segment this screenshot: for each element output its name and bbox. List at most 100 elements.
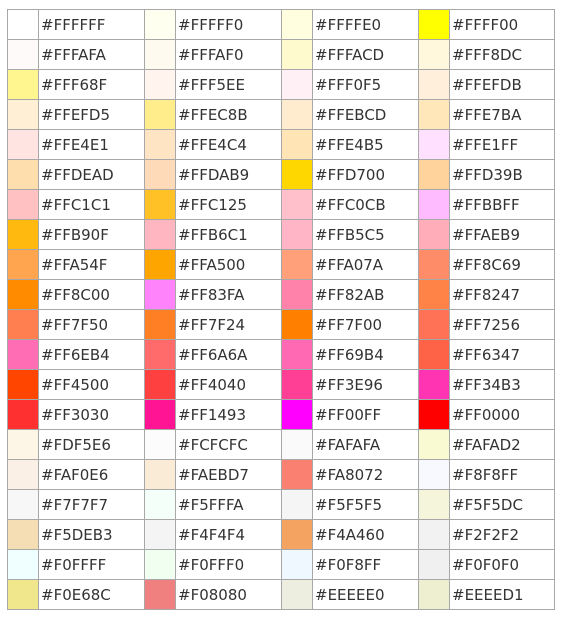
color-swatch bbox=[418, 159, 450, 190]
color-swatch bbox=[281, 189, 313, 220]
color-code-label: #FFEC8B bbox=[175, 99, 282, 130]
color-code-label: #FF6EB4 bbox=[38, 339, 145, 370]
color-swatch bbox=[144, 429, 176, 460]
color-code-label: #FFF8DC bbox=[449, 39, 555, 70]
color-code-label: #FFBBFF bbox=[449, 189, 555, 220]
color-swatch bbox=[144, 399, 176, 430]
color-swatch bbox=[281, 459, 313, 490]
color-code-label: #FFEFDB bbox=[449, 69, 555, 100]
color-swatch bbox=[418, 99, 450, 130]
color-code-label: #FF69B4 bbox=[312, 339, 419, 370]
color-swatch bbox=[281, 309, 313, 340]
color-swatch bbox=[144, 219, 176, 250]
color-code-label: #FFB90F bbox=[38, 219, 145, 250]
color-code-label: #FFE7BA bbox=[449, 99, 555, 130]
color-row: #FFFFFF #FFFFF0 #FFFFE0 #FFFF00 bbox=[7, 9, 555, 40]
color-code-label: #FFEFD5 bbox=[38, 99, 145, 130]
color-swatch bbox=[281, 549, 313, 580]
color-swatch bbox=[144, 159, 176, 190]
color-code-label: #FFEBCD bbox=[312, 99, 419, 130]
color-code-label: #FFA500 bbox=[175, 249, 282, 280]
color-code-label: #FFB6C1 bbox=[175, 219, 282, 250]
color-code-label: #FF7256 bbox=[449, 309, 555, 340]
color-swatch bbox=[281, 69, 313, 100]
color-swatch bbox=[7, 519, 39, 550]
color-swatch bbox=[281, 429, 313, 460]
color-swatch bbox=[7, 159, 39, 190]
color-row: #FFDEAD #FFDAB9 #FFD700 #FFD39B bbox=[7, 159, 555, 190]
color-swatch bbox=[7, 219, 39, 250]
color-code-label: #FFC0CB bbox=[312, 189, 419, 220]
color-row: #FFEFD5 #FFEC8B #FFEBCD #FFE7BA bbox=[7, 99, 555, 130]
color-code-label: #F0F0F0 bbox=[449, 549, 555, 580]
color-code-label: #FFF68F bbox=[38, 69, 145, 100]
color-table-body: #FFFFFF #FFFFF0 #FFFFE0 #FFFF00 #FFFAFA #FFFA… bbox=[7, 9, 555, 610]
color-code-label: #FFE4C4 bbox=[175, 129, 282, 160]
color-code-label: #F08080 bbox=[175, 579, 282, 610]
color-code-label: #FF82AB bbox=[312, 279, 419, 310]
color-swatch bbox=[7, 189, 39, 220]
color-swatch bbox=[144, 69, 176, 100]
color-swatch bbox=[418, 549, 450, 580]
color-row: #FFA54F #FFA500 #FFA07A #FF8C69 bbox=[7, 249, 555, 280]
color-swatch bbox=[281, 249, 313, 280]
color-code-label: #FFFFF0 bbox=[175, 9, 282, 40]
color-code-label: #FF1493 bbox=[175, 399, 282, 430]
color-code-label: #FDF5E6 bbox=[38, 429, 145, 460]
color-code-label: #F0FFFF bbox=[38, 549, 145, 580]
color-row: #F0E68C #F08080 #EEEEE0 #EEEED1 bbox=[7, 579, 555, 610]
color-code-label: #FFC125 bbox=[175, 189, 282, 220]
color-code-label: #FF83FA bbox=[175, 279, 282, 310]
color-code-label: #FFE1FF bbox=[449, 129, 555, 160]
color-code-label: #FFFF00 bbox=[449, 9, 555, 40]
color-row: #F0FFFF #F0FFF0 #F0F8FF #F0F0F0 bbox=[7, 549, 555, 580]
color-swatch bbox=[7, 369, 39, 400]
color-swatch bbox=[418, 219, 450, 250]
color-row: #FF6EB4 #FF6A6A #FF69B4 #FF6347 bbox=[7, 339, 555, 370]
color-code-label: #FF7F00 bbox=[312, 309, 419, 340]
color-swatch bbox=[418, 519, 450, 550]
color-row: #FF3030 #FF1493 #FF00FF #FF0000 bbox=[7, 399, 555, 430]
color-code-label: #FF0000 bbox=[449, 399, 555, 430]
color-swatch bbox=[418, 9, 450, 40]
color-swatch bbox=[7, 429, 39, 460]
color-swatch bbox=[7, 39, 39, 70]
color-code-label: #FFF0F5 bbox=[312, 69, 419, 100]
color-code-label: #FF34B3 bbox=[449, 369, 555, 400]
color-swatch bbox=[7, 399, 39, 430]
color-code-label: #FFDEAD bbox=[38, 159, 145, 190]
color-code-label: #FF4500 bbox=[38, 369, 145, 400]
color-code-label: #FF3030 bbox=[38, 399, 145, 430]
color-code-label: #FFD39B bbox=[449, 159, 555, 190]
color-swatch bbox=[144, 369, 176, 400]
color-code-label: #FFF5EE bbox=[175, 69, 282, 100]
color-swatch bbox=[418, 129, 450, 160]
color-code-label: #FF00FF bbox=[312, 399, 419, 430]
color-swatch bbox=[144, 579, 176, 610]
color-swatch bbox=[281, 339, 313, 370]
color-row: #FF7F50 #FF7F24 #FF7F00 #FF7256 bbox=[7, 309, 555, 340]
color-swatch bbox=[144, 339, 176, 370]
color-swatch bbox=[144, 9, 176, 40]
color-swatch bbox=[418, 399, 450, 430]
color-swatch bbox=[7, 579, 39, 610]
color-row: #FFB90F #FFB6C1 #FFB5C5 #FFAEB9 bbox=[7, 219, 555, 250]
color-code-label: #FF7F50 bbox=[38, 309, 145, 340]
color-swatch bbox=[281, 519, 313, 550]
color-code-label: #FF3E96 bbox=[312, 369, 419, 400]
color-row: #FAF0E6 #FAEBD7 #FA8072 #F8F8FF bbox=[7, 459, 555, 490]
color-swatch bbox=[281, 219, 313, 250]
color-code-label: #F5DEB3 bbox=[38, 519, 145, 550]
color-row: #FF8C00 #FF83FA #FF82AB #FF8247 bbox=[7, 279, 555, 310]
color-code-label: #FF6A6A bbox=[175, 339, 282, 370]
color-code-label: #F5FFFA bbox=[175, 489, 282, 520]
color-code-label: #FF8C69 bbox=[449, 249, 555, 280]
color-swatch bbox=[144, 459, 176, 490]
color-swatch bbox=[144, 549, 176, 580]
color-code-label: #FFAEB9 bbox=[449, 219, 555, 250]
color-code-label: #F4F4F4 bbox=[175, 519, 282, 550]
color-swatch bbox=[418, 279, 450, 310]
color-code-label: #FAFAFA bbox=[312, 429, 419, 460]
color-code-label: #EEEED1 bbox=[449, 579, 555, 610]
color-swatch bbox=[418, 459, 450, 490]
